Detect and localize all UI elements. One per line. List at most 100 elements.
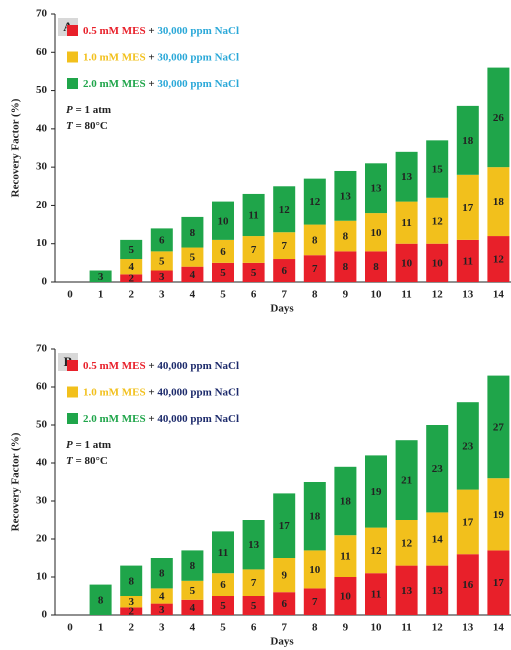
annotation: T = 80°C: [66, 120, 108, 132]
data-label: 12: [279, 204, 291, 216]
bar-segment: [334, 170, 357, 221]
bar-segment: [395, 201, 418, 244]
data-label: 5: [220, 267, 226, 279]
annotation-symbol: T: [66, 120, 74, 132]
x-tick-label: 14: [493, 622, 505, 634]
x-tick-label: 0: [67, 622, 73, 634]
data-label: 12: [401, 537, 413, 549]
bar-segment: [456, 239, 479, 282]
bar-segment: [120, 607, 143, 615]
legend-part: 0.5 mM MES: [83, 25, 146, 37]
y-tick-label: 30: [36, 495, 48, 507]
bar-segment: [334, 220, 357, 252]
annotation: T = 80°C: [66, 455, 108, 467]
x-tick-label: 11: [401, 289, 411, 301]
x-tick-label: 14: [493, 289, 505, 301]
y-tick-label: 60: [36, 381, 48, 393]
y-tick-label: 50: [36, 84, 48, 96]
bar-segment: [303, 550, 326, 589]
bar-segment: [426, 512, 449, 566]
bar-segment: [303, 482, 326, 551]
data-label: 23: [432, 463, 444, 475]
x-tick-label: 4: [190, 289, 196, 301]
bar-segment: [426, 565, 449, 615]
data-label: 12: [309, 196, 321, 208]
data-label: 10: [432, 257, 444, 269]
bar-segment: [456, 105, 479, 175]
annotation-text: = 1 atm: [73, 439, 111, 451]
bar-segment: [120, 259, 143, 275]
data-label: 5: [190, 585, 196, 597]
data-label: 6: [281, 598, 287, 610]
bar-segment: [181, 216, 204, 248]
bar-segment: [487, 236, 510, 282]
y-axis-label: Recovery Factor (%): [10, 432, 22, 531]
data-label: 6: [220, 579, 226, 591]
data-label: 11: [340, 551, 350, 563]
bar-segment: [487, 478, 510, 551]
data-label: 4: [190, 269, 196, 281]
x-tick-label: 11: [401, 622, 411, 634]
legend-part: 1.0 mM MES: [83, 51, 146, 63]
data-label: 4: [159, 591, 165, 603]
x-tick-label: 7: [281, 622, 287, 634]
legend-part: 40,000 ppm NaCl: [157, 413, 239, 425]
legend-swatch: [67, 413, 78, 424]
legend-part: 0.5 mM MES: [83, 360, 146, 372]
data-label: 3: [159, 271, 165, 283]
data-label: 3: [128, 596, 134, 608]
legend-part: 30,000 ppm NaCl: [157, 25, 239, 37]
data-label: 7: [251, 244, 257, 256]
annotation: P = 1 atm: [66, 439, 111, 451]
bar-segment: [365, 163, 387, 214]
bar-segment: [150, 588, 173, 604]
data-label: 14: [432, 534, 444, 546]
x-tick-label: 3: [159, 622, 165, 634]
data-label: 3: [159, 604, 165, 616]
legend-swatch: [67, 51, 78, 63]
bar-segment: [120, 274, 143, 282]
legend-label: 0.5 mM MES + 30,000 ppm NaCl: [83, 25, 239, 37]
y-tick-label: 40: [36, 457, 48, 469]
bar-segment: [242, 262, 265, 282]
bar-segment: [150, 251, 173, 271]
data-label: 6: [281, 265, 287, 277]
x-tick-label: 2: [128, 289, 134, 301]
data-label: 8: [343, 231, 349, 243]
annotation: P = 1 atm: [66, 104, 111, 116]
bar-segment: [181, 266, 204, 282]
data-label: 10: [401, 257, 413, 269]
data-label: 18: [340, 496, 352, 508]
data-label: 17: [462, 202, 474, 214]
x-tick-label: 12: [432, 622, 444, 634]
data-label: 8: [159, 568, 165, 580]
data-label: 18: [309, 511, 321, 523]
y-axis-label: Recovery Factor (%): [10, 98, 22, 197]
bar-segment: [456, 402, 479, 490]
data-label: 5: [190, 252, 196, 264]
x-tick-label: 8: [312, 622, 318, 634]
bar-segment: [89, 584, 112, 615]
data-label: 7: [312, 263, 318, 275]
legend-part: 40,000 ppm NaCl: [157, 386, 239, 398]
bar-segment: [426, 140, 449, 198]
data-label: 5: [159, 255, 165, 267]
bar-segment: [212, 596, 234, 615]
bar-segment: [212, 531, 234, 574]
data-label: 13: [340, 190, 352, 202]
data-label: 27: [493, 421, 505, 433]
y-tick-label: 10: [36, 237, 48, 249]
bar-segment: [487, 167, 510, 237]
annotation-text: = 1 atm: [73, 104, 111, 116]
x-tick-label: 10: [371, 289, 383, 301]
data-label: 19: [371, 486, 383, 498]
y-tick-label: 10: [36, 571, 48, 583]
bar-segment: [395, 151, 418, 202]
data-label: 10: [309, 564, 321, 576]
data-label: 12: [371, 545, 383, 557]
y-tick-label: 70: [36, 8, 48, 20]
data-label: 12: [493, 254, 505, 266]
x-tick-label: 13: [462, 289, 474, 301]
data-label: 5: [220, 600, 226, 612]
